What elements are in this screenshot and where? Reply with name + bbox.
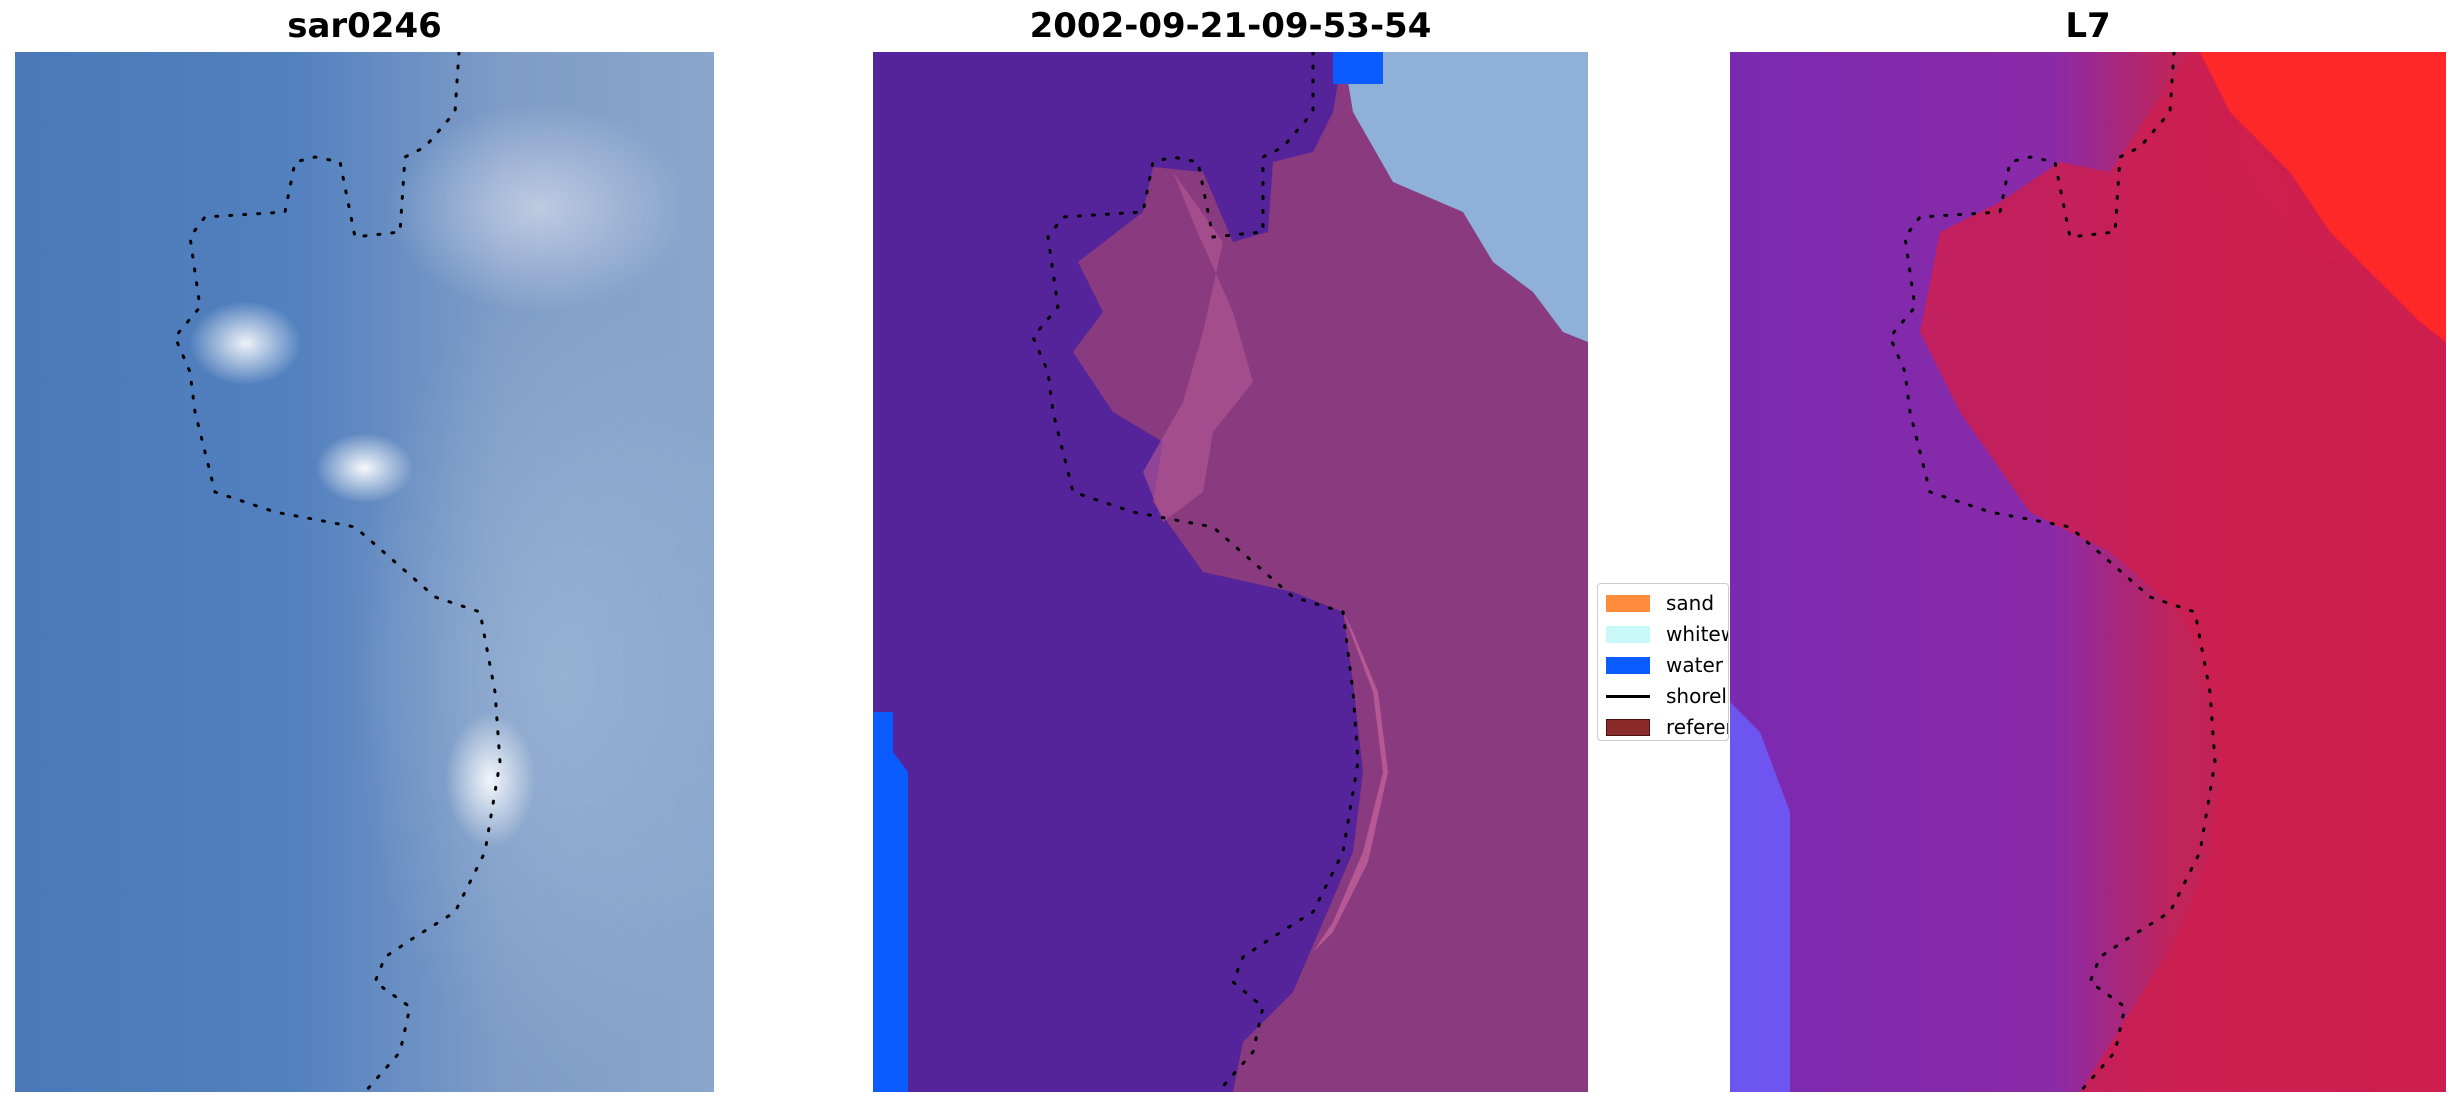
mndwi-image xyxy=(1730,52,2446,1092)
whitewater-swatch-icon xyxy=(1606,625,1650,643)
legend-label: shoreline xyxy=(1666,684,1728,708)
class-land-bright-region xyxy=(1143,172,1253,522)
panel-title-classified: 2002-09-21-09-53-54 xyxy=(1029,6,1432,46)
panel-title-rgb: sar0246 xyxy=(287,6,442,46)
legend-item-water: water xyxy=(1606,653,1723,677)
legend-label: reference shoreline xyxy=(1666,715,1728,739)
classified-image xyxy=(873,52,1588,1092)
rgb-overlay xyxy=(173,52,502,1092)
legend-item-sand: sand xyxy=(1606,591,1714,615)
legend-label: water xyxy=(1666,653,1723,677)
shoreline-dotted-line-classified xyxy=(1031,52,1360,1092)
mndwi-bright-patch xyxy=(2200,52,2446,342)
shoreline-dotted-line xyxy=(173,52,502,1092)
mndwi-water-patch xyxy=(1730,702,1790,1092)
class-coast-edge xyxy=(1313,612,1388,952)
class-water-patch-left xyxy=(873,712,908,1092)
shoreline-line-icon xyxy=(1606,694,1650,698)
water-swatch-icon xyxy=(1606,656,1650,674)
panel-title-mndwi: L7 xyxy=(2065,6,2111,46)
shoreline-dotted-line-mndwi xyxy=(1888,52,2217,1092)
class-water-patch-top xyxy=(1333,52,1383,84)
legend-item-reference-shoreline: reference shoreline xyxy=(1606,715,1728,739)
legend-item-shoreline: shoreline xyxy=(1606,684,1728,708)
classified-overlay xyxy=(873,52,1588,1092)
mndwi-land-band xyxy=(1920,52,2446,1092)
reference-shoreline-swatch-icon xyxy=(1606,718,1650,736)
mndwi-overlay xyxy=(1730,52,2446,1092)
legend-label: sand xyxy=(1666,591,1715,615)
sand-swatch-icon xyxy=(1606,594,1650,612)
class-whitewater-region xyxy=(1343,52,1588,342)
class-land-region xyxy=(1073,52,1588,1092)
rgb-satellite-image xyxy=(15,52,714,1092)
